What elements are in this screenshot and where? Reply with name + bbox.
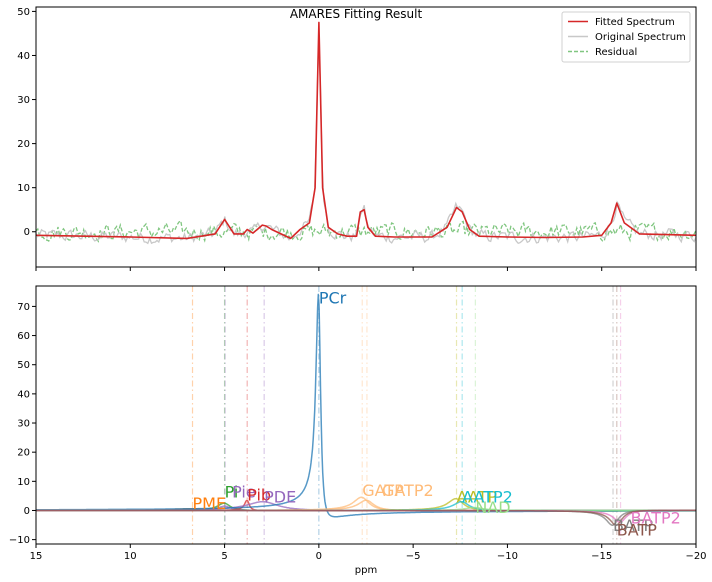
bottom-x-tick-label: 15 — [30, 551, 43, 562]
legend-box — [561, 11, 691, 63]
peak-label: Pie — [232, 482, 256, 501]
top-y-tick-label: 40 — [17, 51, 30, 62]
bottom-y-tick-label: 20 — [17, 448, 30, 459]
top-axes-frame — [35, 6, 697, 268]
legend: Fitted Spectrum Original Spectrum Residu… — [561, 11, 691, 63]
bottom-y-tick-label: −10 — [9, 535, 30, 546]
bottom-x-tick-label: 0 — [316, 551, 322, 562]
bottom-x-tick-label: −15 — [591, 551, 612, 562]
top-plot-area — [35, 21, 697, 245]
top-y-tick-label: 20 — [17, 139, 30, 150]
top-y-tick-label: 50 — [17, 7, 30, 18]
peak-label: AATP — [457, 487, 498, 506]
top-y-ticks: 0 10 20 30 40 50 — [17, 7, 36, 238]
bottom-y-tick-label: 70 — [17, 302, 30, 313]
bottom-x-tick-label: −20 — [685, 551, 706, 562]
top-y-tick-label: 30 — [17, 95, 30, 106]
legend-original-label: Original Spectrum — [595, 32, 686, 43]
component-curve — [35, 509, 697, 523]
peak-label: GATP2 — [382, 481, 434, 500]
bottom-y-ticks: −10 0 10 20 30 40 50 60 70 — [9, 302, 36, 546]
peak-label: PDE — [264, 487, 296, 506]
peak-label: BATP — [613, 516, 653, 535]
fitted-spectrum-line — [35, 21, 697, 240]
legend-residual-label: Residual — [595, 47, 637, 58]
component-curve — [35, 509, 697, 526]
peak-label: Pi — [225, 482, 239, 501]
bottom-y-tick-label: 10 — [17, 477, 30, 488]
original-spectrum-line — [35, 49, 697, 245]
peak-label: NAD — [475, 498, 510, 517]
top-y-tick-label: 10 — [17, 183, 30, 194]
top-y-tick-label: 0 — [24, 227, 30, 238]
bottom-y-tick-label: 60 — [17, 331, 30, 342]
bottom-y-tick-label: 50 — [17, 360, 30, 371]
peak-label: BATP2 — [631, 509, 681, 528]
top-panel: AMARES Fitting Result 0 10 20 30 40 50 Fitted… — [17, 6, 697, 271]
peak-label: PCr — [319, 288, 347, 307]
peak-label: BATP — [617, 520, 657, 539]
top-x-ticks — [35, 267, 697, 271]
bottom-axes-frame — [35, 285, 697, 545]
bottom-x-ticks: 15 10 5 0 −5 −10 −15 −20 — [30, 544, 707, 562]
legend-fitted-label: Fitted Spectrum — [595, 17, 675, 28]
bottom-x-tick-label: −10 — [497, 551, 518, 562]
chart-title: AMARES Fitting Result — [290, 7, 423, 21]
peak-label: GATP — [362, 481, 404, 500]
bottom-y-tick-label: 0 — [24, 506, 30, 517]
x-axis-label: ppm — [355, 565, 377, 576]
peak-label: AATP2 — [462, 487, 513, 506]
bottom-y-tick-label: 30 — [17, 419, 30, 430]
peak-label: Pib — [247, 485, 271, 504]
peak-label: PME — [193, 494, 227, 513]
bottom-x-tick-label: 5 — [221, 551, 227, 562]
bottom-x-tick-label: 10 — [124, 551, 137, 562]
residual-line — [35, 219, 697, 243]
bottom-x-tick-label: −5 — [406, 551, 421, 562]
bottom-plot-area — [35, 286, 697, 544]
bottom-y-tick-label: 40 — [17, 389, 30, 400]
